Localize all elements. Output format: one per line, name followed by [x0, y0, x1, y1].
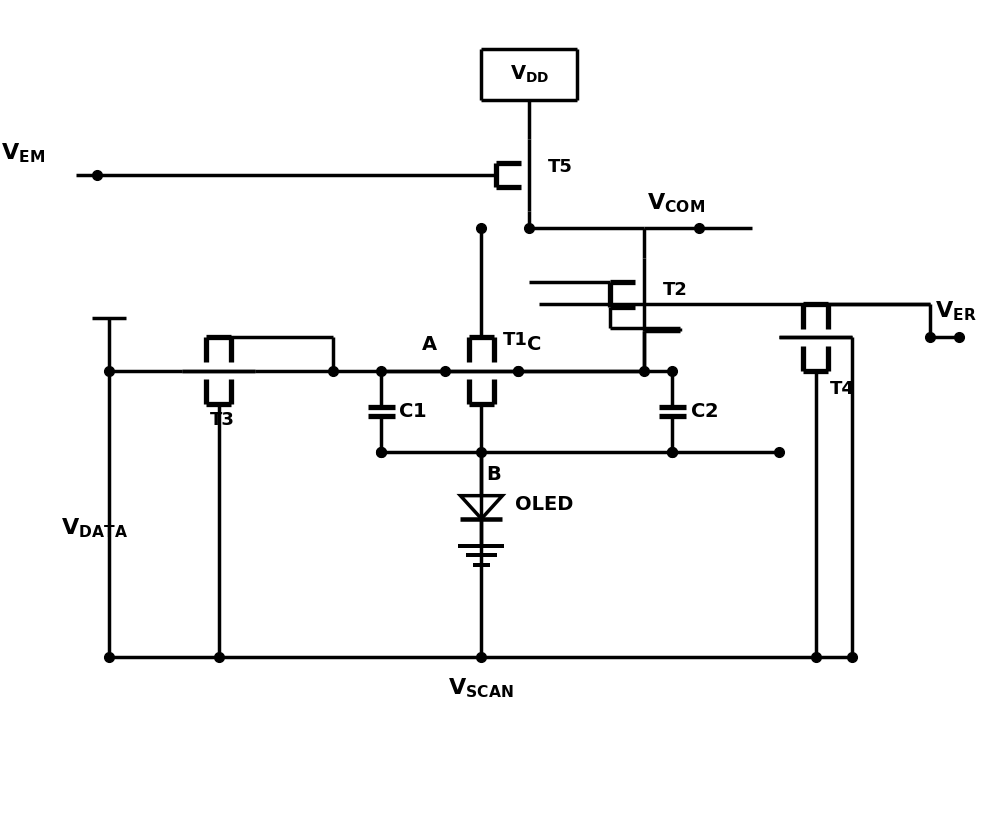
Text: $\mathbf{V_{COM}}$: $\mathbf{V_{COM}}$: [647, 192, 705, 215]
Text: T3: T3: [210, 411, 235, 429]
Text: $\mathbf{V_{DATA}}$: $\mathbf{V_{DATA}}$: [61, 517, 128, 541]
Text: B: B: [486, 465, 501, 484]
Text: T4: T4: [830, 380, 855, 398]
Text: C: C: [527, 335, 542, 354]
Text: $\mathbf{C1}$: $\mathbf{C1}$: [398, 402, 427, 421]
Text: $\mathbf{V_{SCAN}}$: $\mathbf{V_{SCAN}}$: [448, 676, 513, 700]
Text: $\mathbf{C2}$: $\mathbf{C2}$: [690, 402, 718, 421]
Text: $\mathbf{V_{DD}}$: $\mathbf{V_{DD}}$: [510, 64, 549, 85]
Text: OLED: OLED: [515, 495, 573, 514]
Text: $\mathbf{V_{EM}}$: $\mathbf{V_{EM}}$: [1, 142, 45, 165]
Text: $\mathbf{V_{ER}}$: $\mathbf{V_{ER}}$: [935, 300, 977, 323]
Text: T5: T5: [548, 158, 573, 176]
Text: A: A: [422, 335, 437, 354]
Text: T1: T1: [502, 331, 527, 349]
Text: T2: T2: [663, 281, 688, 299]
